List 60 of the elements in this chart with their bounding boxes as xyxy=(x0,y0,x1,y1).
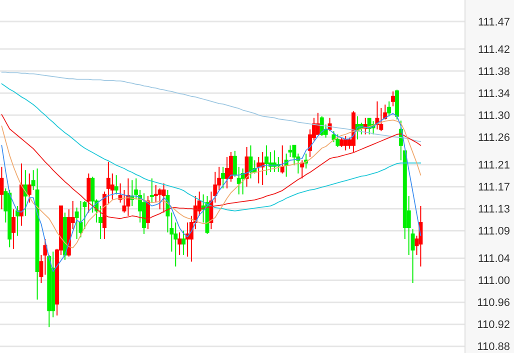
line-series xyxy=(1,72,422,142)
y-tick-label: 111.47 xyxy=(478,16,510,28)
candlestick xyxy=(27,172,32,204)
line-series xyxy=(1,112,422,272)
candlestick xyxy=(178,232,182,256)
candlestick xyxy=(300,160,304,179)
y-tick-label: 110.96 xyxy=(477,297,510,310)
candlestick xyxy=(280,144,284,174)
candlestick xyxy=(0,166,4,210)
y-tick-label: 110.92 xyxy=(477,319,510,332)
candlestick xyxy=(395,89,399,120)
candlestick xyxy=(182,230,186,256)
y-tick-label: 111.04 xyxy=(478,253,510,266)
candlestick xyxy=(284,153,288,178)
candlestick xyxy=(12,208,16,250)
candlestick xyxy=(260,151,265,186)
candlestick xyxy=(78,200,83,238)
candlestick xyxy=(375,100,380,130)
candlestick xyxy=(62,212,67,260)
line-series xyxy=(1,120,422,248)
candlestick xyxy=(150,178,154,204)
y-tick-label: 111.09 xyxy=(478,226,510,238)
candlestick xyxy=(256,156,261,184)
candlestick xyxy=(162,182,166,214)
candlestick xyxy=(340,137,344,148)
y-tick-label: 111.17 xyxy=(478,182,510,194)
candlestick xyxy=(248,144,253,179)
candlestick xyxy=(158,188,162,210)
candlestick xyxy=(418,205,423,268)
candlestick xyxy=(264,144,269,176)
candlestick xyxy=(240,168,245,195)
candlestick xyxy=(23,170,28,216)
candlestick xyxy=(244,146,249,188)
candlestick xyxy=(126,178,130,216)
y-tick-label: 111.34 xyxy=(478,88,510,100)
y-tick-label: 111.38 xyxy=(478,66,510,78)
candlestick xyxy=(336,134,340,148)
y-tick-label: 111.00 xyxy=(478,275,510,288)
y-tick-label: 111.30 xyxy=(478,110,510,122)
candlestick xyxy=(114,174,118,195)
candlestick xyxy=(221,166,226,189)
candlestick xyxy=(272,150,276,172)
candlestick xyxy=(8,189,12,248)
line-series xyxy=(1,83,422,212)
candlestick xyxy=(86,172,91,214)
y-tick-label: 111.26 xyxy=(478,132,510,144)
candlestick xyxy=(47,254,52,328)
y-tick-label: 111.13 xyxy=(478,204,510,216)
candlestick xyxy=(19,163,24,226)
y-tick-label: 111.42 xyxy=(478,44,510,56)
y-tick-label: 110.88 xyxy=(477,341,510,353)
candlestick xyxy=(344,136,348,151)
y-tick-label: 111.21 xyxy=(478,160,510,172)
candlestick xyxy=(387,100,392,117)
candlestick xyxy=(35,168,40,300)
candlestick xyxy=(16,205,20,236)
line-series xyxy=(1,114,422,220)
candlestick xyxy=(225,156,229,189)
candlestick xyxy=(142,192,146,235)
candlestick xyxy=(391,90,396,107)
